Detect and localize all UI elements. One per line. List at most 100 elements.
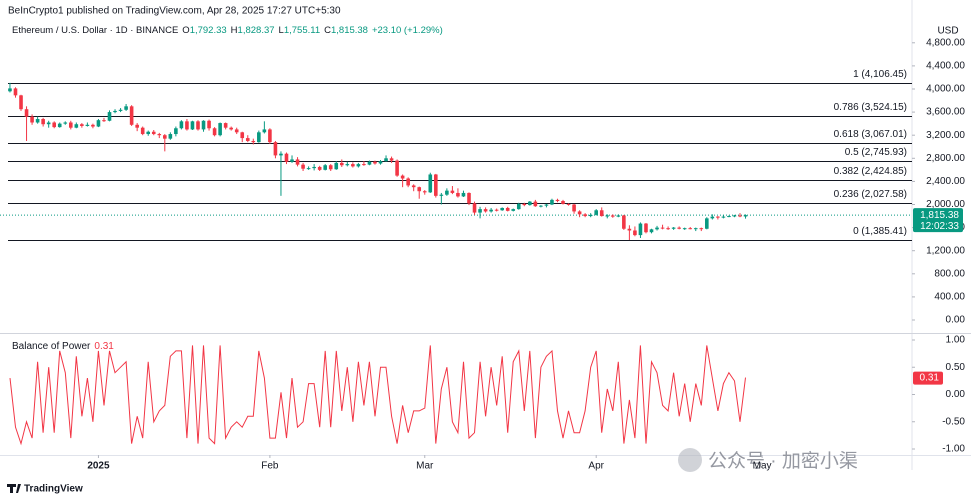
fib-label: 0.618 (3,067.01) <box>834 129 907 140</box>
candle-body <box>317 166 322 170</box>
x-tick-label: Apr <box>588 461 604 472</box>
candle-body <box>129 106 134 125</box>
fib-label: 0.382 (2,424.85) <box>834 166 907 177</box>
candle-body <box>30 116 34 123</box>
candle-body <box>328 165 333 170</box>
fib-label: 1 (4,106.45) <box>853 69 907 80</box>
bop-badge-label: 0.31 <box>920 373 940 384</box>
candle-body <box>80 124 84 126</box>
candle-body <box>727 216 731 218</box>
candle-body <box>57 123 62 128</box>
candle-body <box>290 159 294 162</box>
candle-body <box>417 187 422 192</box>
candle-body <box>41 119 45 125</box>
ohlc-label: C <box>324 25 331 36</box>
candle-body <box>306 168 311 170</box>
candle-body <box>494 209 499 211</box>
candle-body <box>279 153 283 156</box>
currency: USD <box>937 26 958 37</box>
ohlc-value: 1,755.11 <box>284 25 320 36</box>
candle-body <box>113 110 117 113</box>
brand-name: TradingView <box>24 484 83 495</box>
candle-body <box>96 120 101 127</box>
candle-body <box>483 209 488 212</box>
candle-body <box>102 120 106 122</box>
candle-body <box>638 223 643 236</box>
candle-body <box>163 135 167 139</box>
candle-body <box>367 161 372 165</box>
candle-body <box>345 164 350 166</box>
candle-body <box>68 122 73 128</box>
candle-body <box>456 192 460 197</box>
candle-body <box>500 207 504 211</box>
candle-body <box>301 164 305 169</box>
candle-body <box>295 159 300 165</box>
y-tick-label: 3,200.00 <box>926 130 965 141</box>
candle-body <box>528 201 532 206</box>
candle-body <box>555 199 560 202</box>
candle-body <box>572 204 576 212</box>
candle-body <box>610 215 615 217</box>
candle-body <box>262 129 267 133</box>
candle-body <box>738 215 742 217</box>
candle-body <box>472 203 477 213</box>
candle-body <box>633 230 637 236</box>
candle-body <box>577 211 582 215</box>
candle-body <box>716 216 720 218</box>
candle-body <box>334 162 339 170</box>
candle-body <box>428 174 433 193</box>
candle-body <box>63 122 68 124</box>
ohlc-value: 1,792.33 <box>190 25 227 36</box>
last-price-badge <box>913 208 963 233</box>
watermark-text: 公众号 · 加密小渠 <box>708 450 858 472</box>
candle-body <box>434 174 438 196</box>
candle-body <box>323 165 328 170</box>
candle-body <box>240 132 245 139</box>
candle-body <box>35 119 40 123</box>
candle-body <box>362 164 366 166</box>
y-tick-label: 0.00 <box>946 315 966 326</box>
y-tick-label: 2,000.00 <box>926 199 965 210</box>
indicator-name: Balance of Power <box>12 341 91 352</box>
candle-body <box>124 106 128 110</box>
candle-body <box>539 205 543 207</box>
candle-body <box>312 166 316 169</box>
candle-body <box>229 127 233 130</box>
y-tick-label: 1,200.00 <box>926 245 965 256</box>
candle-body <box>550 199 554 205</box>
ohlc-value: 1,828.37 <box>238 25 275 36</box>
candle-body <box>450 190 455 193</box>
fib-label: 0.236 (2,027.58) <box>834 189 907 200</box>
candle-body <box>511 209 516 211</box>
y-tick-label: 4,400.00 <box>926 61 965 72</box>
watermark-icon <box>678 448 702 472</box>
candle-body <box>384 158 388 162</box>
y-tick-label: 4,800.00 <box>926 37 965 48</box>
candle-body <box>339 162 344 166</box>
candle-body <box>378 161 383 164</box>
candle-body <box>168 134 173 139</box>
ohlc-label: H <box>231 25 238 36</box>
candle-body <box>218 123 222 136</box>
fib-label: 0 (1,385.41) <box>853 226 907 237</box>
y-tick-label: 2,800.00 <box>926 153 965 164</box>
candle-body <box>505 207 510 211</box>
publish-header: BeInCrypto1 published on TradingView.com… <box>8 6 341 17</box>
candle-body <box>583 214 587 217</box>
candle-body <box>710 216 715 219</box>
candle-body <box>140 127 145 135</box>
candle-body <box>616 215 621 217</box>
candle-body <box>677 227 681 229</box>
candle-body <box>157 134 162 136</box>
candle-body <box>721 216 726 218</box>
candle-body <box>74 124 79 128</box>
bop-y-tick-label: 0.50 <box>946 362 966 373</box>
candle-body <box>91 124 95 127</box>
fib-label: 0.5 (2,745.93) <box>845 147 907 158</box>
ohlc-label: O <box>182 25 189 36</box>
candle-body <box>190 121 195 130</box>
candle-body <box>666 228 670 230</box>
candle-body <box>268 129 272 143</box>
candle-body <box>19 95 23 110</box>
candle-body <box>406 178 410 186</box>
